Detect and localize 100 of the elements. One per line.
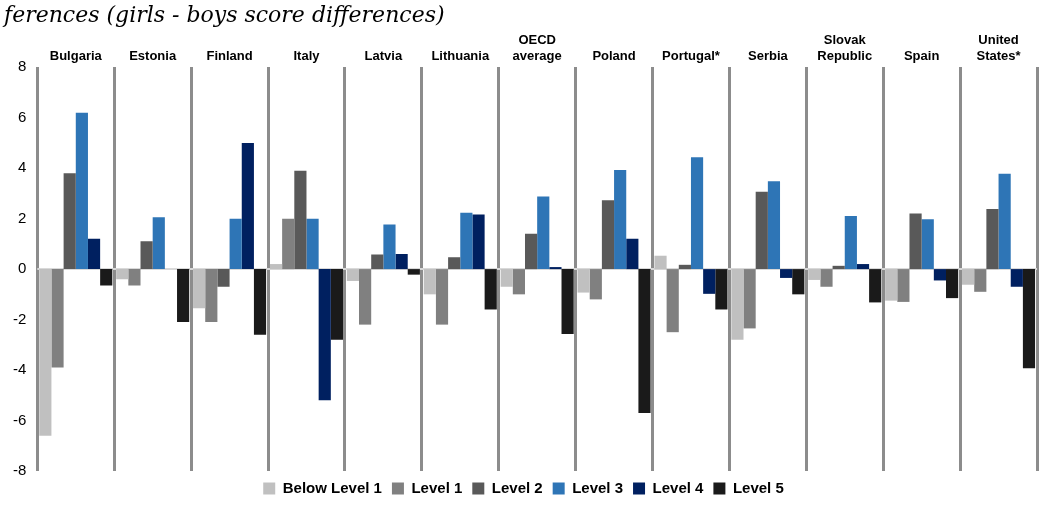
bar [933,269,947,281]
bar [217,269,230,287]
bar [371,254,384,270]
bar [51,269,64,368]
y-tick-label: -8 [12,461,27,479]
bar [743,269,756,329]
bar [885,269,898,301]
bar [626,238,639,270]
x-tick-label: Finland [206,47,253,63]
bar [346,269,360,281]
bar [690,157,704,270]
bar [909,213,922,270]
bar [537,196,550,270]
y-tick-label: -2 [12,309,27,327]
bar [193,269,206,309]
legend-label: Level 4 [652,478,705,496]
bar [755,191,768,270]
x-tick-label: Portugal* [662,47,721,63]
y-tick-label: -6 [12,410,27,428]
bar [844,216,857,270]
bar [678,264,691,270]
bar [614,169,627,270]
bar [561,269,574,334]
bar [152,217,165,270]
bar [269,264,283,270]
y-tick-label: 6 [17,107,27,125]
bar [472,214,485,270]
bar [589,269,602,300]
x-tick-label: Spain [903,47,940,63]
legend-label: Level 2 [491,478,543,496]
y-tick-label: 0 [17,259,27,277]
bar [703,269,716,294]
bar [330,269,343,340]
bar [1010,269,1023,287]
y-tick-label: -4 [12,360,27,378]
bar [75,112,88,270]
bar [524,233,538,270]
bar [715,269,728,310]
legend-label: Level 3 [572,478,624,496]
bar [856,264,870,270]
x-tick-label: Poland [592,47,636,63]
bar [87,238,101,270]
bar [241,142,254,270]
bar [1022,269,1036,369]
chart-title: ferences (girls - boys score differences) [4,1,446,29]
bar [205,269,218,323]
bar [253,269,267,335]
legend-label: Level 1 [411,478,463,496]
bar [294,170,307,270]
x-tick-label: Lithuania [431,47,490,63]
y-tick-label: 8 [17,57,27,75]
bar [512,269,525,295]
bar [601,200,615,270]
bar [359,269,372,325]
bar [897,269,910,302]
bar [869,269,882,303]
bar [39,269,52,436]
x-tick-label: Estonia [129,47,177,63]
bar [780,269,793,278]
bar [500,269,513,287]
bar [666,269,679,333]
x-tick-label: United States* [976,32,1022,63]
bar [577,269,590,293]
bar [140,241,153,270]
x-tick-label: Italy [293,47,321,63]
bar [395,253,408,270]
bar [128,269,141,286]
bar [820,269,833,287]
bar [638,269,651,413]
bar [383,224,396,270]
bar [998,173,1011,270]
bar [731,269,744,340]
bar [306,218,319,270]
bar [986,209,999,270]
x-tick-label: Slovak Republic [817,32,873,63]
bar [423,269,436,295]
x-tick-label: Bulgaria [49,47,103,63]
bar [549,267,562,270]
bar [177,269,190,323]
x-tick-label: OECD average [512,32,562,63]
y-tick-label: 2 [17,208,27,226]
bar [974,269,987,292]
bar [448,257,461,270]
bar [808,269,821,280]
bar [100,269,113,286]
bar [407,269,420,275]
bar [318,269,331,401]
bar [946,269,959,299]
bar [435,269,449,325]
bar [484,269,497,310]
bar [962,269,975,285]
legend-label: Level 5 [732,478,784,496]
bar [654,255,667,270]
x-tick-label: Serbia [747,47,789,63]
bar [460,212,473,270]
legend-label: Below Level 1 [282,478,382,496]
y-tick-label: 4 [17,158,27,176]
bar [63,173,76,270]
x-tick-label: Latvia [364,47,403,63]
bar [282,218,295,270]
